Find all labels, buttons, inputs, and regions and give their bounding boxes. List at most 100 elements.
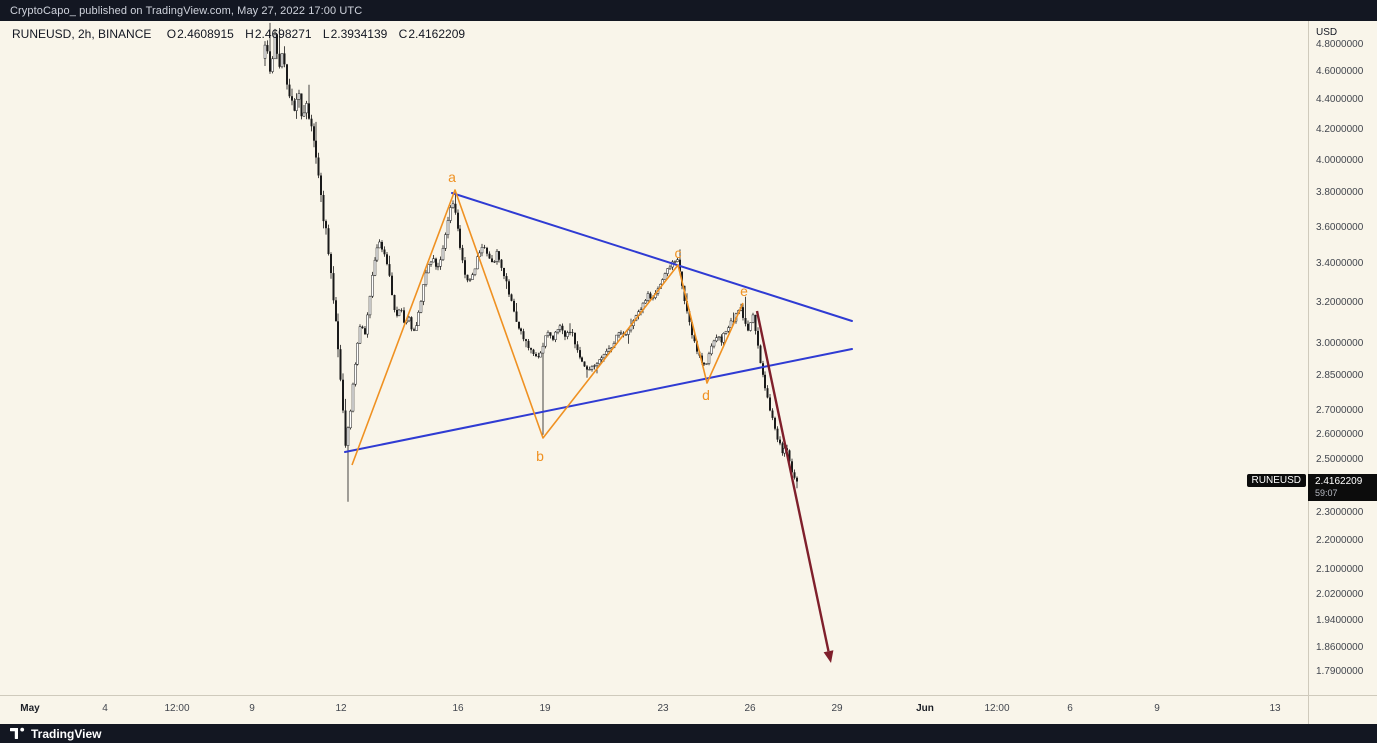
candle <box>354 364 357 385</box>
tradingview-logo-icon[interactable] <box>10 727 25 740</box>
candle <box>663 273 667 280</box>
candle <box>286 64 288 85</box>
upper-trendline[interactable] <box>451 192 853 322</box>
candle <box>375 247 379 261</box>
candle <box>378 241 381 249</box>
time-axis-label: May <box>20 703 40 714</box>
price-axis[interactable]: USD 4.8000000 4.6000000 4.4000000 4.2000000… <box>1308 21 1377 724</box>
candle <box>593 365 596 367</box>
time-axis-label: 4 <box>102 703 108 714</box>
candle <box>476 256 479 270</box>
candle <box>590 366 594 370</box>
candle <box>356 342 359 365</box>
time-axis-label: 12 <box>335 703 347 714</box>
time-axis[interactable]: May 4 12:00 9 12 16 19 23 26 29 Jun 12:00 6 9 13 <box>0 695 1377 724</box>
candle <box>605 351 608 355</box>
candle <box>788 450 791 462</box>
candle <box>705 363 708 365</box>
tradingview-brand[interactable]: TradingView <box>31 726 102 741</box>
price-axis-label: 3.2000000 <box>1316 296 1364 308</box>
candle <box>491 258 493 262</box>
candle <box>600 357 603 360</box>
candle <box>503 268 505 277</box>
candle <box>288 84 291 97</box>
candle <box>464 260 466 275</box>
candle <box>446 220 450 235</box>
candle <box>541 345 545 354</box>
candle <box>366 314 369 335</box>
candle <box>335 300 337 322</box>
candle <box>473 268 477 275</box>
candle <box>673 261 677 263</box>
candle <box>439 259 442 267</box>
candle <box>422 284 425 302</box>
candle <box>441 248 445 261</box>
candle <box>424 272 428 285</box>
candle <box>522 331 525 340</box>
breakdown-arrow[interactable] <box>755 310 830 652</box>
time-axis-label: 16 <box>452 703 464 714</box>
candle <box>291 96 293 101</box>
time-axis-label: 9 <box>249 703 255 714</box>
candle <box>649 293 652 299</box>
breakdown-arrow-head <box>823 650 834 663</box>
candle <box>461 247 464 261</box>
candle <box>480 247 484 254</box>
candle <box>429 261 433 265</box>
time-axis-label: 29 <box>831 703 843 714</box>
candle <box>696 341 698 352</box>
triangle-wave-drawing[interactable] <box>351 189 744 466</box>
time-axis-label: 6 <box>1067 703 1073 714</box>
wave-label-a: a <box>448 169 456 185</box>
candle <box>727 327 730 332</box>
candle <box>468 279 472 281</box>
time-axis-label: 12:00 <box>164 703 190 714</box>
candle <box>749 322 752 331</box>
candle <box>269 51 271 72</box>
candle <box>322 195 325 222</box>
legend-symbol[interactable]: RUNEUSD, 2h, BINANCE <box>12 27 152 41</box>
candle <box>500 259 503 268</box>
candle <box>346 427 350 446</box>
candle <box>627 329 630 335</box>
candle <box>717 336 721 338</box>
candle <box>549 332 552 336</box>
candle <box>305 103 308 114</box>
candle <box>493 261 496 263</box>
candle <box>293 100 296 111</box>
candle <box>620 332 622 334</box>
wave-label-b: b <box>536 448 544 464</box>
candle <box>403 310 405 323</box>
candle <box>624 334 628 336</box>
candle <box>486 247 488 254</box>
candle <box>391 275 393 295</box>
last-price-symbol-tag: RUNEUSD <box>1246 474 1306 488</box>
candle <box>668 266 672 270</box>
legend-high: H2.4698271 <box>245 27 312 41</box>
candle <box>415 325 418 331</box>
candle <box>544 335 547 347</box>
candle <box>576 344 579 351</box>
candle <box>515 311 518 322</box>
candle <box>419 301 423 313</box>
candle <box>607 348 611 352</box>
candle <box>400 310 403 311</box>
candle <box>539 352 542 358</box>
candle <box>280 53 284 68</box>
price-axis-label: 3.6000000 <box>1316 221 1364 233</box>
price-axis-label: 2.6000000 <box>1316 428 1364 440</box>
candle <box>266 45 269 52</box>
candle <box>263 44 267 59</box>
candle <box>566 332 569 337</box>
candle <box>715 337 718 342</box>
candle <box>564 330 566 337</box>
candle <box>571 332 574 333</box>
candle <box>688 311 691 323</box>
candle <box>498 251 500 260</box>
candle <box>588 369 591 371</box>
candle <box>537 356 540 358</box>
candle <box>427 264 430 274</box>
time-axis-label: 9 <box>1154 703 1160 714</box>
candle <box>751 314 755 323</box>
